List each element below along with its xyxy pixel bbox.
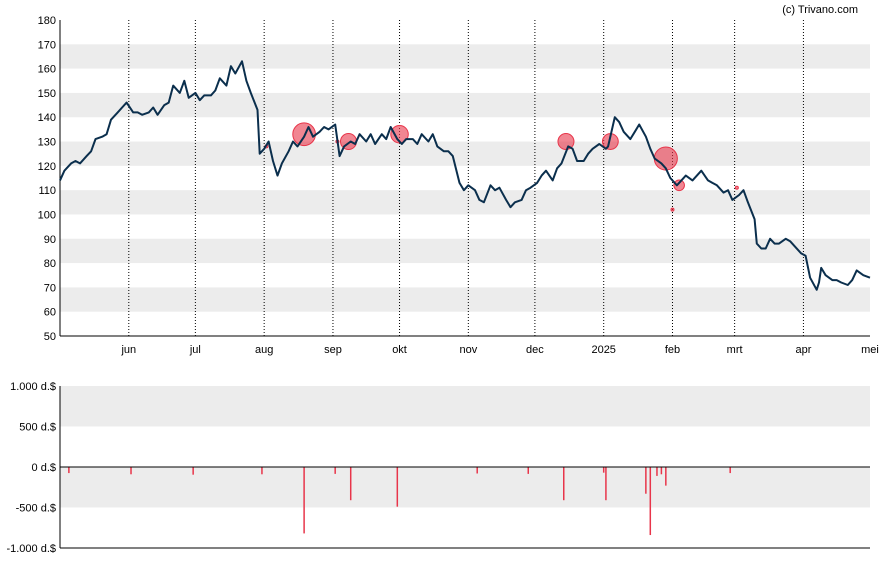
price-y-tick: 80: [44, 258, 56, 270]
price-y-tick: 50: [44, 331, 56, 343]
price-band: [60, 44, 870, 69]
price-y-tick: 90: [44, 234, 56, 246]
credit-text: (c) Trivano.com: [782, 4, 858, 16]
flow-y-tick: 1.000 d.$: [10, 381, 56, 393]
price-x-tick: mrt: [727, 344, 743, 356]
transaction-bubble: [734, 185, 739, 190]
price-y-tick: 140: [38, 112, 56, 124]
price-y-tick: 120: [38, 161, 56, 173]
price-x-tick: nov: [459, 344, 477, 356]
price-line: [59, 60, 871, 291]
flow-y-tick: -1.000 d.$: [6, 543, 56, 555]
flow-y-tick: 500 d.$: [19, 422, 56, 434]
price-band: [60, 238, 870, 264]
flow-band: [60, 467, 870, 508]
price-y-tick: 70: [44, 282, 56, 294]
price-y-tick: 170: [38, 39, 56, 51]
price-y-tick: 130: [38, 137, 56, 149]
transaction-bubble: [670, 207, 675, 212]
price-band: [60, 92, 870, 118]
price-y-tick: 180: [38, 15, 56, 27]
flow-y-tick: -500 d.$: [16, 503, 56, 515]
price-x-tick: jun: [120, 344, 136, 356]
price-band: [60, 141, 870, 166]
price-y-tick: 100: [38, 209, 56, 221]
flow-band: [60, 386, 870, 427]
price-x-tick: jul: [189, 344, 201, 356]
transaction-bubble: [653, 146, 678, 171]
price-x-tick: dec: [526, 344, 544, 356]
flow-y-tick: 0 d.$: [32, 462, 56, 474]
price-x-tick: okt: [392, 344, 407, 356]
transaction-bubble: [673, 179, 685, 192]
price-y-tick: 60: [44, 307, 56, 319]
price-x-tick: 2025: [591, 344, 615, 356]
price-x-tick: feb: [665, 344, 680, 356]
price-x-tick: sep: [324, 344, 342, 356]
price-band: [60, 287, 870, 312]
price-x-tick: mei: [861, 344, 879, 356]
price-y-tick: 110: [38, 185, 56, 197]
price-x-tick: apr: [795, 344, 811, 356]
price-y-tick: 150: [38, 88, 56, 100]
price-panel: 50 60 70 80 90 100 110 120 130 140 150 160 170 180 jun…: [38, 15, 879, 356]
price-x-tick: aug: [255, 344, 273, 356]
price-y-tick: 160: [38, 64, 56, 76]
insider-flow-panel: 1.000 d.$ 500 d.$ 0 d.$ -500 d.$ -1.000 d.$: [6, 381, 870, 555]
